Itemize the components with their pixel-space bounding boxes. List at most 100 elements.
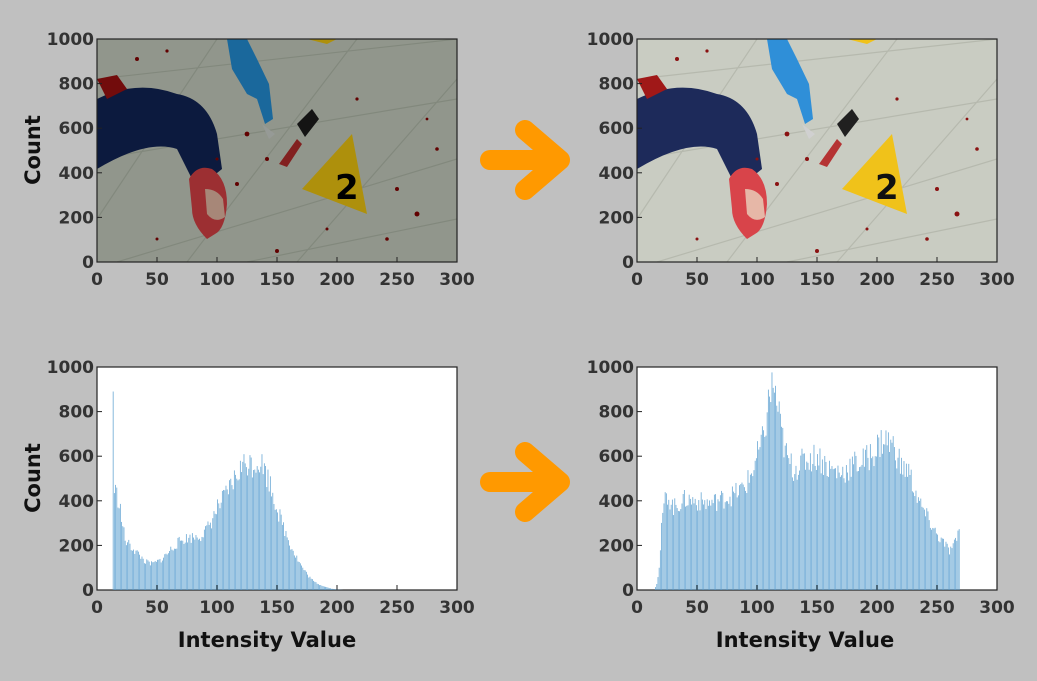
- histogram-bar: [287, 540, 289, 590]
- histogram-bar: [807, 462, 809, 590]
- xtick-label-before-histogram: 200: [319, 598, 355, 618]
- histogram-bar: [812, 463, 814, 590]
- histogram-bar: [662, 512, 664, 590]
- histogram-bar: [266, 487, 268, 590]
- ytick-label-after-histogram: 400: [599, 492, 635, 512]
- histogram-bar: [910, 469, 912, 590]
- histogram-bar: [125, 545, 127, 590]
- histogram-bar: [241, 472, 242, 590]
- histogram-bar: [250, 457, 252, 590]
- histogram-bar: [217, 499, 218, 590]
- histogram-bar: [673, 515, 674, 590]
- histogram-bar: [197, 539, 199, 590]
- histogram-bar: [121, 521, 122, 590]
- histogram-bar: [165, 553, 167, 590]
- histogram-bar: [143, 563, 145, 590]
- histogram-bar: [721, 490, 722, 590]
- histogram-bar: [141, 556, 143, 590]
- histogram-bar: [146, 559, 148, 590]
- histogram-bar: [251, 477, 253, 590]
- histogram-bar: [887, 432, 889, 590]
- histogram-bar: [284, 536, 286, 590]
- histogram-bar: [808, 469, 810, 590]
- histogram-bar: [715, 494, 716, 590]
- histogram-bar: [787, 455, 788, 590]
- histogram-bar: [227, 494, 229, 590]
- histogram-bar: [272, 492, 274, 590]
- histogram-bar: [239, 460, 241, 590]
- histogram-bar: [823, 474, 824, 590]
- histogram-bar: [856, 471, 858, 590]
- histogram-bar: [848, 480, 850, 590]
- histogram-bar: [785, 443, 787, 590]
- histogram-bar: [665, 493, 667, 590]
- xtick-label-after-histogram: 50: [685, 598, 709, 618]
- histogram-bar: [695, 505, 697, 590]
- histogram-bar: [933, 528, 935, 590]
- histogram-bar: [663, 503, 665, 590]
- histogram-bar: [866, 445, 868, 590]
- histogram-bar: [957, 530, 959, 590]
- histogram-bar: [285, 531, 287, 590]
- histogram-bar: [733, 491, 734, 590]
- histogram-bar: [754, 460, 756, 590]
- histogram-bar: [837, 465, 839, 590]
- histogram-bar: [727, 501, 728, 590]
- histogram-bar: [311, 579, 313, 590]
- histogram-bar: [316, 583, 318, 590]
- histogram-bar: [319, 585, 320, 590]
- histogram-bar: [830, 468, 832, 590]
- histogram-bar: [128, 539, 130, 590]
- histogram-bar: [712, 503, 714, 590]
- after-image-panel: 0 50 100 150 200 250 300 0 200 400 600 800 1000: [587, 30, 1015, 290]
- ytick-label-after-histogram: 600: [599, 447, 635, 467]
- histogram-bar: [161, 560, 163, 590]
- histogram-bar: [844, 482, 846, 590]
- histogram-bar: [893, 447, 895, 590]
- histogram-bar: [659, 550, 661, 590]
- histogram-bar: [953, 539, 955, 590]
- histogram-bar: [674, 498, 676, 590]
- histogram-bar: [751, 473, 752, 590]
- histogram-bar: [692, 497, 694, 590]
- xtick-label-after-image: 100: [739, 270, 775, 290]
- ytick-label-before-image: 600: [59, 119, 95, 139]
- after-histogram-panel: 0 50 100 150 200 250 300 0 200 400 600 800 1000 Inte…: [587, 358, 1015, 652]
- histogram-bar: [163, 557, 164, 590]
- histogram-bar: [783, 457, 785, 590]
- xtick-label-before-histogram: 300: [439, 598, 475, 618]
- histogram-bar: [832, 469, 834, 590]
- histogram-bar: [219, 508, 221, 590]
- histogram-bar: [268, 491, 270, 590]
- xtick-label-after-histogram: 100: [739, 598, 775, 618]
- histogram-bar: [766, 412, 768, 590]
- histogram-bar: [765, 435, 767, 590]
- histogram-bar: [853, 464, 854, 590]
- histogram-bar: [880, 430, 882, 590]
- xlabel-before-histogram: Intensity Value: [178, 628, 356, 652]
- histogram-bar: [277, 512, 278, 590]
- histogram-bar: [873, 466, 875, 590]
- histogram-bar: [129, 543, 131, 590]
- histogram-bar: [178, 536, 180, 590]
- histogram-bar: [137, 551, 139, 590]
- histogram-bar: [202, 537, 204, 590]
- before-photo: [97, 39, 457, 262]
- histogram-bar: [203, 529, 205, 590]
- histogram-bar: [821, 459, 823, 590]
- histogram-bar: [845, 465, 847, 590]
- histogram-bar: [682, 493, 684, 590]
- xtick-label-before-histogram: 250: [379, 598, 415, 618]
- histogram-bar: [869, 444, 871, 590]
- histogram-bar: [916, 502, 918, 590]
- histogram-bar: [676, 508, 678, 590]
- histogram-bar: [825, 461, 827, 590]
- histogram-bar: [777, 411, 779, 590]
- histogram-bar: [902, 474, 904, 590]
- histogram-bar: [922, 507, 924, 590]
- histogram-bar: [793, 480, 794, 590]
- ytick-label-after-histogram: 0: [622, 581, 634, 601]
- ytick-label-after-image: 200: [599, 208, 635, 228]
- histogram-bar: [304, 570, 306, 590]
